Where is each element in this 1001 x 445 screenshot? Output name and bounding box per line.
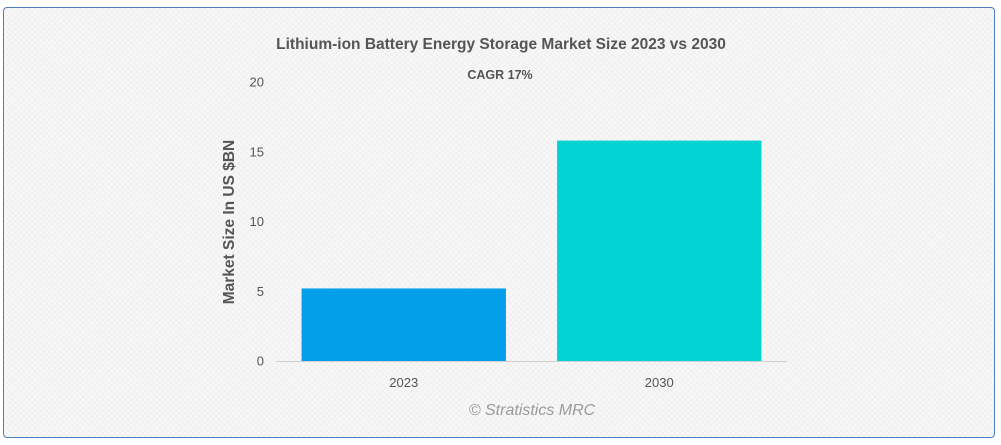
y-tick-label: 0 (257, 354, 264, 369)
bars (301, 140, 762, 361)
bar-2023 (301, 288, 506, 361)
chart-subtitle: CAGR 17% (467, 68, 532, 82)
chart-title: Lithium-ion Battery Energy Storage Marke… (276, 36, 726, 53)
x-tick-label: 2030 (645, 375, 674, 390)
x-tick-label: 2023 (389, 375, 418, 390)
bar-2030 (557, 140, 762, 361)
y-axis-label: Market Size In US $BN (221, 140, 238, 305)
y-tick-label: 15 (250, 144, 264, 159)
x-axis-ticks: 2023 2030 (389, 375, 673, 390)
y-tick-label: 5 (257, 284, 264, 299)
chart-frame (3, 7, 995, 438)
credit-text: © Stratistics MRC (469, 402, 596, 419)
y-axis-ticks: 0 5 10 15 20 (250, 75, 264, 369)
y-tick-label: 20 (250, 75, 264, 90)
y-tick-label: 10 (250, 214, 264, 229)
